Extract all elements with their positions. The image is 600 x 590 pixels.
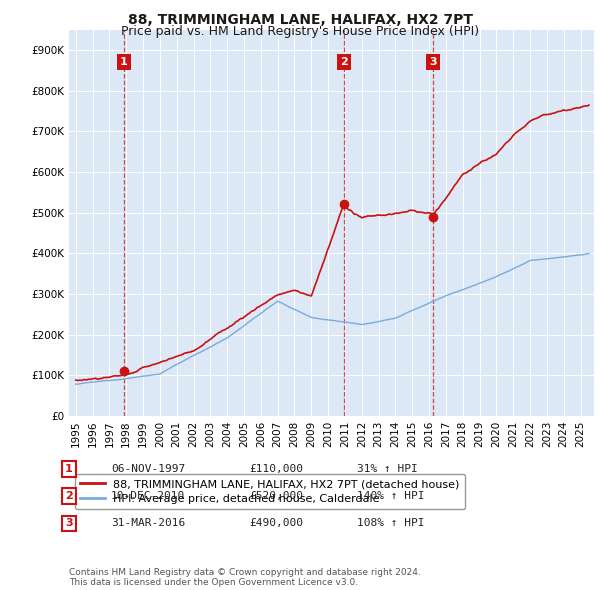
Text: 1: 1 — [65, 464, 73, 474]
Text: 3: 3 — [65, 519, 73, 528]
Text: 88, TRIMMINGHAM LANE, HALIFAX, HX2 7PT: 88, TRIMMINGHAM LANE, HALIFAX, HX2 7PT — [128, 13, 473, 27]
Text: 06-NOV-1997: 06-NOV-1997 — [111, 464, 185, 474]
Text: 2: 2 — [340, 57, 348, 67]
Text: Contains HM Land Registry data © Crown copyright and database right 2024.
This d: Contains HM Land Registry data © Crown c… — [69, 568, 421, 587]
Text: 31-MAR-2016: 31-MAR-2016 — [111, 519, 185, 528]
Text: £490,000: £490,000 — [249, 519, 303, 528]
Legend: 88, TRIMMINGHAM LANE, HALIFAX, HX2 7PT (detached house), HPI: Average price, det: 88, TRIMMINGHAM LANE, HALIFAX, HX2 7PT (… — [74, 474, 466, 509]
Text: 1: 1 — [120, 57, 128, 67]
Text: 31% ↑ HPI: 31% ↑ HPI — [357, 464, 418, 474]
Text: 108% ↑ HPI: 108% ↑ HPI — [357, 519, 425, 528]
Text: 140% ↑ HPI: 140% ↑ HPI — [357, 491, 425, 501]
Text: £520,000: £520,000 — [249, 491, 303, 501]
Text: 2: 2 — [65, 491, 73, 501]
Text: 10-DEC-2010: 10-DEC-2010 — [111, 491, 185, 501]
Text: Price paid vs. HM Land Registry's House Price Index (HPI): Price paid vs. HM Land Registry's House … — [121, 25, 479, 38]
Text: £110,000: £110,000 — [249, 464, 303, 474]
Text: 3: 3 — [430, 57, 437, 67]
